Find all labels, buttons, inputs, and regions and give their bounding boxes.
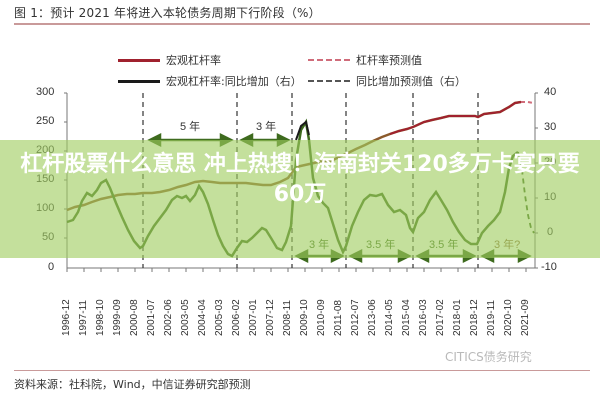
x-tick: 2016-03 bbox=[418, 299, 429, 336]
overlay-banner-text[interactable]: 杠杆股票什么意思 冲上热搜！海南封关120多万卡宴只要60万 bbox=[20, 152, 580, 207]
legend-item-yoy: 宏观杠杆率:同比增加（右） bbox=[118, 73, 302, 89]
x-tick: 2018-01 bbox=[452, 299, 463, 336]
legend-label: 宏观杠杆率 bbox=[166, 54, 221, 67]
x-tick: 2007-01 bbox=[248, 299, 259, 336]
source-note: 资料来源：社科院，Wind，中信证券研究部预测 bbox=[14, 378, 251, 391]
left-tick: 250 bbox=[36, 115, 55, 127]
x-tick: 2004-04 bbox=[197, 299, 208, 336]
watermark: CITICS债务研究 bbox=[445, 350, 532, 364]
title-divider bbox=[14, 23, 590, 25]
legend-swatch-yoy-forecast bbox=[308, 80, 350, 82]
left-tick: 300 bbox=[36, 86, 55, 98]
legend-item-yoy-forecast: 同比增加预测值（右） bbox=[308, 73, 466, 89]
x-tick: 1998-10 bbox=[95, 299, 106, 336]
overlay-banner bbox=[0, 140, 600, 258]
x-tick: 2017-02 bbox=[435, 299, 446, 336]
x-tick: 2015-04 bbox=[401, 299, 412, 336]
legend-swatch-leverage bbox=[118, 58, 160, 62]
period-label-top: 5 年 bbox=[180, 121, 201, 133]
x-tick: 2013-06 bbox=[367, 299, 378, 336]
x-tick: 2005-03 bbox=[214, 299, 225, 336]
right-tick: -10 bbox=[541, 261, 557, 273]
x-tick: 1999-09 bbox=[112, 299, 123, 336]
x-tick: 2002-06 bbox=[163, 299, 174, 336]
right-tick: 30 bbox=[544, 121, 557, 133]
legend-label: 杠杆率预测值 bbox=[356, 54, 422, 67]
legend-label: 宏观杠杆率:同比增加（右） bbox=[166, 75, 302, 88]
x-tick: 2019-11 bbox=[486, 300, 497, 336]
x-tick: 2008-11 bbox=[282, 300, 293, 336]
legend-label: 同比增加预测值（右） bbox=[356, 75, 466, 88]
legend-swatch-leverage-forecast bbox=[308, 59, 350, 61]
legend-item-leverage: 宏观杠杆率 bbox=[118, 52, 221, 68]
x-tick: 1996-12 bbox=[61, 299, 72, 336]
x-tick: 2010-09 bbox=[316, 299, 327, 336]
chart-title: 图 1：预计 2021 年将进入本轮债务周期下行阶段（%） bbox=[14, 6, 321, 20]
x-tick: 2014-05 bbox=[384, 299, 395, 336]
x-tick: 2018-12 bbox=[469, 299, 480, 336]
period-label-top: 3 年 bbox=[256, 121, 277, 133]
x-tick: 2007-12 bbox=[265, 299, 276, 336]
x-tick: 2000-08 bbox=[129, 299, 140, 336]
legend-swatch-yoy bbox=[118, 79, 160, 83]
x-tick: 2009-10 bbox=[299, 299, 310, 336]
x-tick: 1997-11 bbox=[78, 300, 89, 336]
x-tick: 2020-10 bbox=[503, 299, 514, 336]
x-tick: 2006-02 bbox=[231, 299, 242, 336]
x-tick: 2003-05 bbox=[180, 299, 191, 336]
x-tick: 2021-09 bbox=[520, 299, 531, 336]
left-tick: 0 bbox=[48, 261, 55, 273]
right-tick: 40 bbox=[544, 86, 557, 98]
x-tick: 2011-08 bbox=[333, 300, 344, 336]
x-tick: 2001-07 bbox=[146, 299, 157, 336]
source-divider bbox=[14, 370, 590, 371]
x-tick: 2012-07 bbox=[350, 299, 361, 336]
legend-item-leverage-forecast: 杠杆率预测值 bbox=[308, 52, 422, 68]
